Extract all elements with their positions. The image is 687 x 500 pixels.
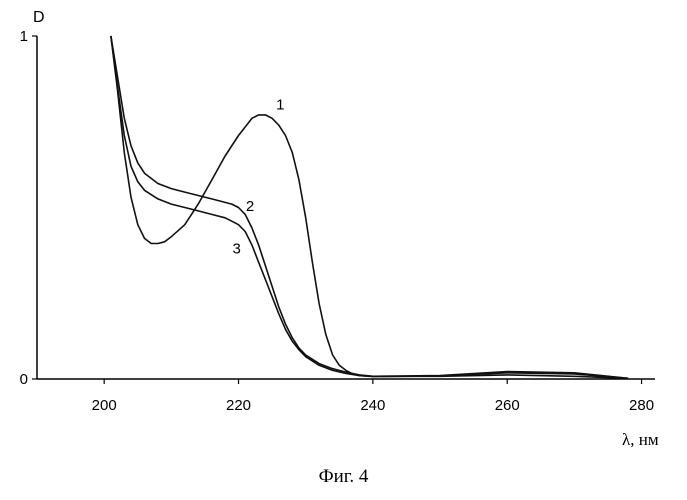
curve-label-2: 2	[246, 198, 254, 215]
x-tick-label: 200	[92, 397, 117, 414]
x-axis-title: λ, нм	[622, 430, 659, 449]
y-axis-title: D	[33, 9, 45, 26]
absorption-spectrum-chart: 200 220 240 260 280 0 1 1 2 3 D λ, нм	[0, 0, 687, 460]
curve-label-1: 1	[276, 97, 284, 114]
curve-3	[111, 36, 628, 378]
curve-label-3: 3	[232, 241, 240, 258]
ticks: 200 220 240 260 280 0 1	[20, 28, 654, 414]
x-tick-label: 220	[226, 397, 251, 414]
curve-1	[111, 36, 628, 378]
axes	[37, 36, 655, 379]
x-tick-label: 260	[495, 397, 520, 414]
x-tick-label: 280	[629, 397, 654, 414]
curve-labels: 1 2 3	[232, 97, 284, 258]
x-tick-label: 240	[360, 397, 385, 414]
curves	[111, 36, 628, 378]
y-tick-label: 0	[20, 371, 28, 388]
curve-2	[111, 36, 628, 378]
figure-caption: Фиг. 4	[0, 466, 687, 488]
y-tick-label: 1	[20, 28, 28, 45]
